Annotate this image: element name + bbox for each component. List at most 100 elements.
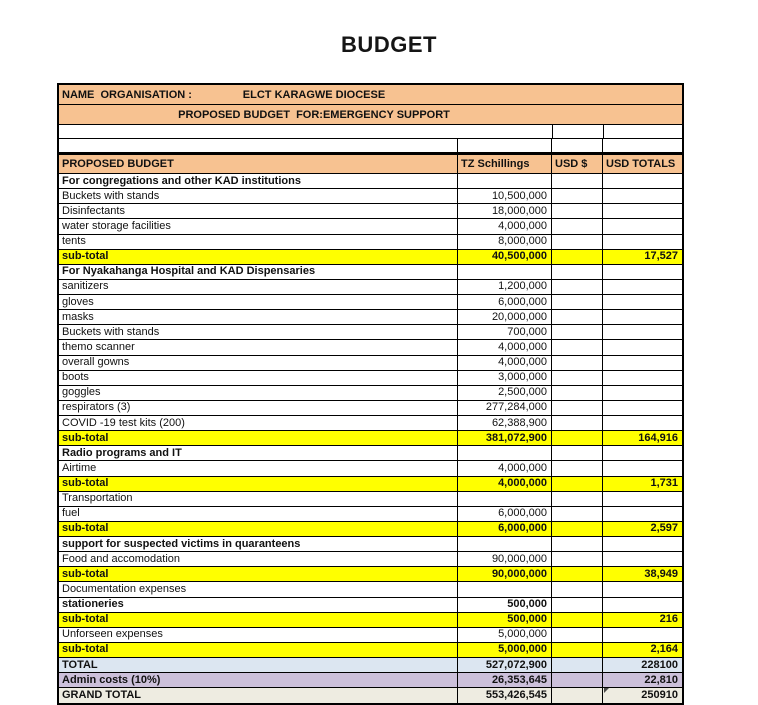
tz-value: 527,072,900 [458,658,552,673]
table-row-grand: GRAND TOTAL 553,426,545 250910 [59,688,682,704]
usd-value [552,295,603,310]
usd-total-value [603,204,682,218]
tz-value: 5,000,000 [458,642,552,657]
row-label: respirators (3) [59,400,458,415]
row-label: TOTAL [59,658,458,673]
usd-value [552,189,603,204]
usd-value [552,431,603,446]
usd-value [552,279,603,294]
usd-value [552,521,603,536]
tz-value: 5,000,000 [458,627,552,642]
row-label: sanitizers [59,279,458,294]
usd-total-value [603,537,682,551]
row-label: sub-total [59,642,458,657]
row-label: sub-total [59,567,458,582]
tz-value: 6,000,000 [458,295,552,310]
tz-value: 26,353,645 [458,673,552,688]
row-label: themo scanner [59,340,458,355]
row-label: Disinfectants [59,204,458,219]
usd-value [552,612,603,627]
usd-total-value [603,219,682,233]
table-row-total: TOTAL 527,072,900 228100 [59,658,682,674]
table-row-item: stationeries 500,000 [59,597,682,613]
usd-value [552,234,603,249]
usd-total-value: 17,527 [644,250,678,263]
row-label: sub-total [59,249,458,264]
usd-total-value: 2,597 [650,522,678,535]
table-row-section: Transportation [59,491,682,507]
tz-value: 1,200,000 [458,279,552,294]
usd-value [552,582,603,597]
usd-total-value: 164,916 [638,431,678,444]
proposed-budget-for-row: PROPOSED BUDGET FOR:EMERGENCY SUPPORT [59,105,682,125]
usd-total-value [603,628,682,642]
tz-value: 6,000,000 [458,521,552,536]
table-row-subtotal: sub-total 500,000 216 [59,612,682,628]
usd-value [552,446,603,461]
blank-row-2 [59,139,682,153]
row-label: masks [59,310,458,325]
tz-value: 381,072,900 [458,431,552,446]
usd-value [552,355,603,370]
usd-value [552,461,603,476]
usd-total-value [603,356,682,370]
organisation-value: ELCT KARAGWE DIOCESE [242,88,386,101]
row-label: gloves [59,295,458,310]
usd-total-value [603,401,682,415]
blank-cell [552,139,603,152]
table-row-section: Radio programs and IT [59,446,682,462]
blank-cell [458,139,552,152]
usd-value [552,340,603,355]
usd-value [552,552,603,567]
table-row-item: goggles 2,500,000 [59,385,682,401]
row-label: support for suspected victims in quarant… [59,537,458,552]
usd-total-value [603,552,682,566]
row-label: Documentation expenses [59,582,458,597]
budget-table: NAME ORGANISATION : ELCT KARAGWE DIOCESE… [57,83,684,705]
usd-total-value: 250910 [603,688,682,703]
tz-value: 90,000,000 [458,567,552,582]
row-label: Food and accomodation [59,552,458,567]
organisation-label: NAME ORGANISATION : [62,88,192,101]
usd-value [552,476,603,491]
usd-value [552,264,603,279]
usd-total-value [603,598,682,612]
table-row-item: fuel 6,000,000 [59,506,682,522]
tz-value: 90,000,000 [458,552,552,567]
page-title: BUDGET [341,32,437,57]
tz-value: 500,000 [458,612,552,627]
row-label: sub-total [59,431,458,446]
tz-value [458,446,552,461]
row-label: sub-total [59,476,458,491]
usd-value [552,400,603,415]
usd-value [552,249,603,264]
usd-total-value [603,461,682,475]
usd-value [552,370,603,385]
usd-total-value: 216 [659,613,678,626]
usd-value [552,416,603,431]
tz-value: 40,500,000 [458,249,552,264]
table-row-item: Airtime 4,000,000 [59,461,682,477]
table-row-item: Unforseen expenses 5,000,000 [59,627,682,643]
row-label: sub-total [59,612,458,627]
table-row-subtotal: sub-total 40,500,000 17,527 [59,249,682,265]
usd-total-value [603,507,682,521]
row-label: Transportation [59,491,458,506]
tz-value: 4,000,000 [458,461,552,476]
usd-total-value [603,235,682,249]
usd-total-value [603,310,682,324]
usd-total-value [603,371,682,385]
usd-value [552,537,603,552]
usd-total-value: 38,949 [644,567,678,580]
table-row-section: support for suspected victims in quarant… [59,537,682,553]
tz-value: 553,426,545 [458,688,552,704]
budget-rows: For congregations and other KAD institut… [59,174,682,704]
usd-total-value [603,386,682,400]
usd-value [552,219,603,234]
table-row-item: gloves 6,000,000 [59,295,682,311]
table-row-subtotal: sub-total 381,072,900 164,916 [59,431,682,447]
proposed-budget-for-text: PROPOSED BUDGET FOR:EMERGENCY SUPPORT [178,108,450,121]
blank-cell [603,139,682,152]
table-row-item: sanitizers 1,200,000 [59,279,682,295]
table-row-section: For congregations and other KAD institut… [59,174,682,190]
